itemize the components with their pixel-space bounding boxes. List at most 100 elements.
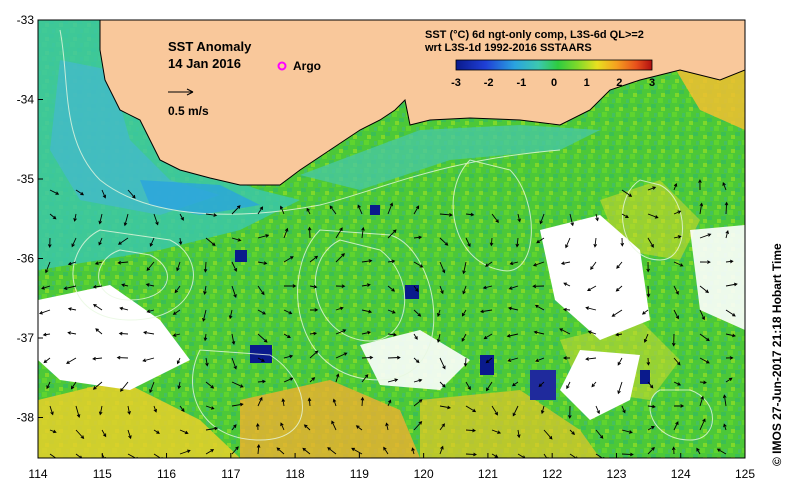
current-vector-arrow-icon	[647, 237, 654, 248]
current-vector-arrow-icon	[699, 333, 710, 342]
current-vector-arrow-icon	[149, 381, 155, 394]
current-vector-arrow-icon	[49, 405, 54, 416]
x-tick-label: 116	[157, 467, 176, 481]
current-vector-arrow-icon	[49, 453, 59, 458]
current-vector-arrow-icon	[591, 381, 597, 388]
current-vector-arrow-icon	[439, 405, 451, 410]
current-vector-arrow-icon	[517, 213, 521, 223]
product-description-line1: SST (°C) 6d ngt-only comp, L3S-6d QL>=2	[425, 29, 644, 41]
current-vector-arrow-icon	[699, 380, 707, 385]
current-vector-arrow-icon	[101, 429, 107, 438]
current-vector-arrow-icon	[722, 181, 727, 191]
current-vector-arrow-icon	[620, 237, 625, 247]
current-vector-arrow-icon	[671, 333, 676, 347]
current-vector-arrow-icon	[92, 284, 103, 289]
current-vector-arrow-icon	[539, 213, 545, 225]
current-vector-arrow-icon	[302, 447, 311, 455]
current-vector-arrow-icon	[361, 309, 373, 314]
current-vector-arrow-icon	[153, 453, 163, 458]
current-vector-arrow-icon	[67, 307, 77, 311]
current-vector-arrow-icon	[413, 333, 418, 340]
current-vector-arrow-icon	[387, 399, 392, 407]
current-vector-arrow-icon	[205, 381, 215, 389]
current-vector-arrow-icon	[489, 237, 494, 247]
current-vector-arrow-icon	[563, 307, 571, 312]
current-vector-arrow-icon	[255, 422, 260, 431]
current-vector-arrow-icon	[67, 331, 77, 335]
current-vector-arrow-icon	[413, 399, 423, 407]
y-tick-label: -37	[17, 331, 35, 345]
current-vector-arrow-icon	[543, 429, 553, 440]
current-vector-arrow-icon	[361, 355, 374, 360]
current-vector-arrow-icon	[595, 405, 600, 415]
current-vector-arrow-icon	[491, 453, 499, 458]
current-vector-arrow-icon	[646, 261, 650, 273]
current-vector-arrow-icon	[46, 381, 51, 390]
current-vector-arrow-icon	[177, 381, 181, 390]
current-vector-arrow-icon	[231, 237, 242, 242]
current-vector-arrow-icon	[725, 377, 733, 383]
current-vector-arrow-icon	[543, 453, 549, 458]
current-vector-arrow-icon	[283, 333, 291, 339]
current-vector-arrow-icon	[699, 357, 710, 364]
current-vector-arrow-icon	[142, 357, 155, 363]
colorbar	[455, 59, 653, 71]
current-vector-arrow-icon	[283, 227, 289, 239]
current-vector-arrow-icon	[257, 261, 268, 265]
current-vector-arrow-icon	[329, 205, 337, 215]
current-vector-arrow-icon	[95, 328, 103, 335]
current-vector-arrow-icon	[172, 309, 181, 315]
current-vector-arrow-icon	[231, 357, 237, 370]
current-vector-arrow-icon	[387, 285, 396, 292]
current-vector-arrow-icon	[231, 446, 239, 455]
current-vector-arrow-icon	[439, 381, 446, 388]
colorbar-tick-label: -1	[516, 77, 526, 89]
current-vector-arrow-icon	[722, 394, 727, 407]
current-vector-arrow-icon	[615, 332, 623, 337]
x-tick-label: 124	[671, 467, 691, 481]
current-vector-arrow-icon	[413, 357, 420, 364]
current-vector-arrow-icon	[413, 235, 423, 240]
current-vector-arrow-icon	[511, 381, 519, 387]
current-vector-arrow-icon	[63, 285, 77, 290]
current-vector-arrow-icon	[307, 397, 312, 407]
current-vector-arrow-icon	[121, 283, 129, 287]
current-vector-arrow-icon	[94, 261, 103, 265]
vector-scale-label: 0.5 m/s	[168, 104, 209, 118]
current-vector-arrow-icon	[699, 233, 712, 239]
current-vector-arrow-icon	[98, 237, 103, 246]
current-vector-arrow-icon	[698, 179, 702, 191]
current-vector-arrow-icon	[117, 237, 129, 245]
current-vector-arrow-icon	[149, 237, 155, 247]
current-vector-arrow-icon	[673, 404, 685, 408]
colorbar-tick-label: 3	[649, 77, 655, 89]
current-vector-arrow-icon	[411, 447, 415, 455]
current-vector-arrow-icon	[335, 329, 347, 335]
current-vector-arrow-icon	[480, 309, 493, 314]
current-vector-arrow-icon	[361, 259, 373, 263]
current-vector-arrow-icon	[332, 398, 337, 407]
current-vector-arrow-icon	[283, 309, 293, 315]
current-vector-arrow-icon	[179, 405, 185, 413]
current-vector-arrow-icon	[485, 357, 493, 364]
map-title: SST Anomaly	[168, 39, 252, 54]
colorbar-tick-label: 0	[551, 77, 557, 89]
current-vector-arrow-icon	[724, 201, 729, 215]
current-vector-arrow-icon	[641, 309, 649, 315]
current-vector-arrow-icon	[413, 261, 424, 268]
current-vector-arrow-icon	[725, 282, 738, 287]
latitude-axis: -33 -34 -35 -36 -37 -38	[17, 13, 43, 425]
current-vector-arrow-icon	[616, 261, 623, 269]
current-vector-arrow-icon	[413, 309, 422, 317]
current-vector-arrow-icon	[257, 285, 265, 296]
current-vector-arrow-icon	[567, 405, 572, 419]
current-vector-arrow-icon	[465, 405, 477, 413]
current-vector-arrow-icon	[153, 213, 159, 226]
current-vector-arrow-icon	[178, 237, 183, 246]
current-vector-arrow-icon	[465, 237, 471, 248]
product-description-line2: wrt L3S-1d 1992-2016 SSTAARS	[424, 42, 592, 54]
current-vector-arrow-icon	[231, 333, 236, 345]
current-vector-arrow-icon	[118, 331, 129, 336]
current-vector-arrow-icon	[647, 425, 655, 431]
